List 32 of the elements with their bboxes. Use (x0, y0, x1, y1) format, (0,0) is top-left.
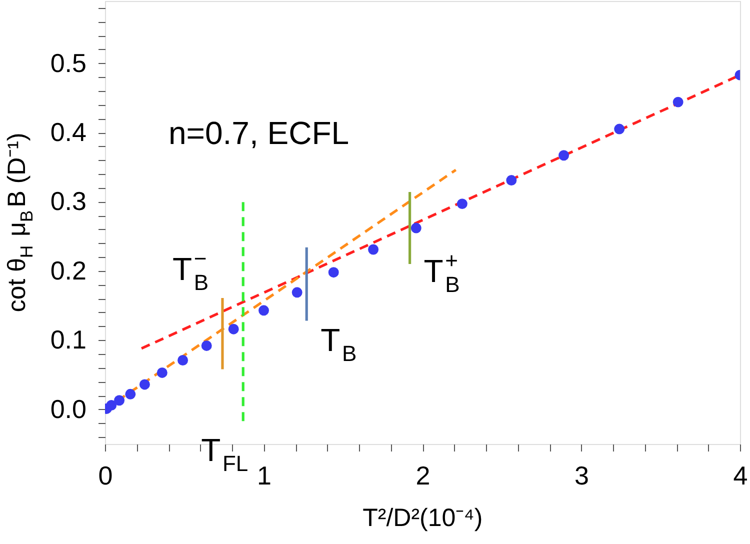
point (178, 355, 188, 366)
annotation: n=0.7, ECFL (168, 114, 350, 151)
y-tick-label: 0.1 (50, 324, 86, 355)
point (456, 198, 468, 210)
y-tick-label: 0.2 (50, 255, 86, 286)
point (672, 96, 684, 108)
point (506, 175, 517, 186)
y-tick-label: 0.3 (50, 186, 86, 216)
y-tick-label: 0.0 (50, 394, 86, 424)
point (258, 305, 269, 316)
point (410, 222, 422, 234)
point (328, 267, 339, 278)
x-tick-label: 1 (257, 460, 272, 490)
point (614, 124, 625, 134)
y-tick-label: 0.5 (50, 48, 86, 78)
y-axis-title: cot θH μBB (D⁻¹) (3, 132, 36, 312)
point (368, 244, 379, 255)
x-axis-title: T²/D²(10⁻⁴) (362, 504, 483, 532)
point (114, 395, 125, 406)
point (228, 324, 239, 334)
x-tick-label: 2 (416, 460, 430, 490)
point (292, 287, 302, 298)
x-tick-label: 4 (733, 460, 748, 490)
point (139, 379, 150, 390)
point (156, 367, 168, 378)
point (201, 340, 212, 351)
point (125, 388, 136, 400)
point (106, 400, 117, 410)
x-tick-label: 0 (98, 460, 113, 490)
point (558, 150, 570, 161)
y-tick-label: 0.4 (50, 117, 86, 148)
x-tick-label: 3 (574, 460, 589, 490)
